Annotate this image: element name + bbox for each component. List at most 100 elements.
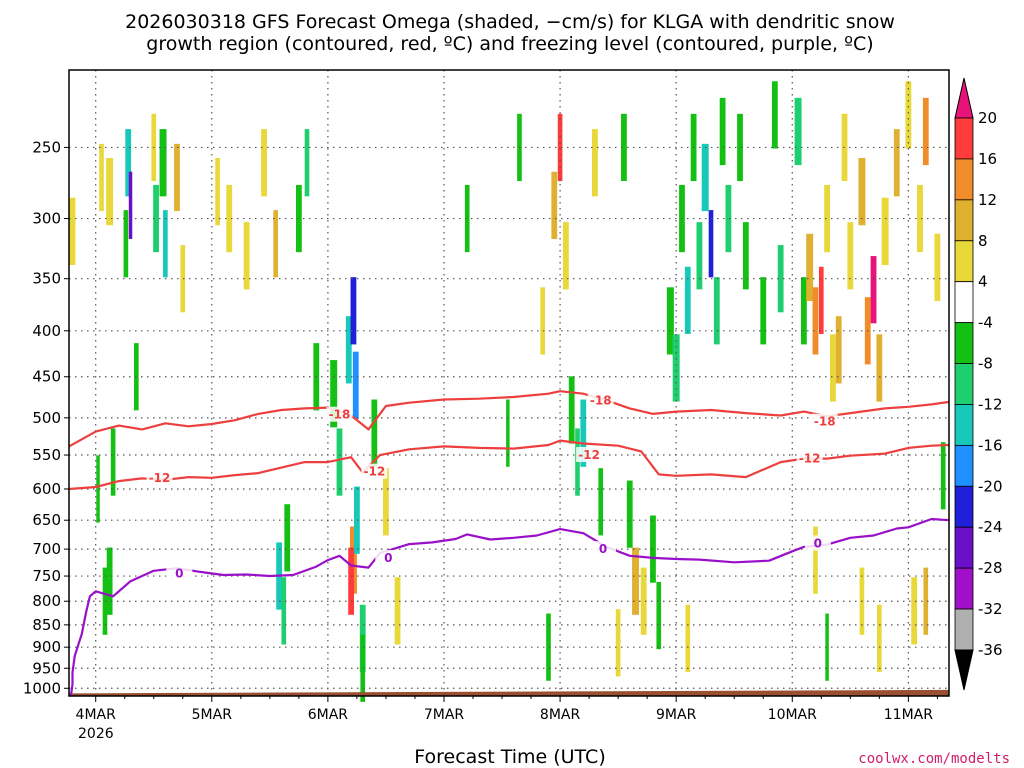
- contour-label-bg: [576, 447, 603, 463]
- omega-cell: [153, 184, 159, 253]
- omega-cell: [506, 399, 510, 467]
- omega-cell: [877, 604, 882, 673]
- omega-cell: [304, 129, 310, 197]
- omega-cell: [464, 184, 470, 253]
- contour-label-bg: [811, 413, 838, 429]
- omega-cell: [825, 613, 829, 681]
- omega-cell: [893, 129, 900, 197]
- omega-cell: [125, 129, 132, 197]
- contour-label-bg: [326, 406, 353, 422]
- omega-cell: [106, 158, 114, 226]
- colorbar-box: [954, 485, 974, 528]
- omega-cell: [818, 266, 824, 334]
- omega-cell: [656, 581, 662, 650]
- omega-cell: [640, 567, 647, 635]
- omega-cell: [800, 277, 807, 345]
- omega-cell: [813, 526, 818, 594]
- omega-cell: [708, 210, 714, 278]
- omega-cell: [934, 233, 941, 302]
- y-tick-label: 250: [32, 138, 61, 156]
- omega-cell: [940, 442, 946, 510]
- omega-cell: [626, 480, 633, 548]
- omega-cell: [841, 113, 848, 182]
- omega-cell: [273, 210, 278, 278]
- omega-cell: [546, 613, 551, 681]
- y-axis: 250 300 350 400 450 500 550 600 650 700 750 800 850 9…: [23, 138, 69, 697]
- contour-label: -12: [149, 471, 171, 485]
- y-tick-label: 550: [32, 446, 61, 464]
- colorbar-tick-label: 4: [978, 273, 988, 291]
- omega-cell: [123, 210, 129, 278]
- contour-label-bg: [361, 463, 388, 479]
- x-tick-label: 11MAR: [884, 707, 933, 723]
- colorbar-tick-label: -12: [978, 395, 1003, 413]
- contour-label-bg: [804, 535, 831, 551]
- omega-cell: [102, 567, 108, 635]
- plot-area: -18 -18 -18 -12 -12 -12 -12 0 0 0 0: [68, 69, 950, 702]
- colorbar-box: [954, 567, 974, 610]
- omega-cell: [858, 158, 866, 226]
- omega-cell: [725, 184, 732, 253]
- x-axis: 4MAR 5MAR 6MAR 7MAR 8MAR 9MAR 10MAR 11MAR: [76, 696, 938, 723]
- colorbar-tick-label: -20: [978, 477, 1003, 495]
- contour-label-bg: [796, 450, 823, 466]
- contour-label: -18: [329, 408, 351, 422]
- contour-label: 0: [175, 566, 183, 580]
- omega-cell: [371, 399, 378, 467]
- x-tick-label: 8MAR: [540, 707, 581, 723]
- contour-label-bg: [587, 392, 614, 408]
- colorbar-tick-label: -32: [978, 600, 1003, 618]
- omega-cell: [719, 97, 726, 166]
- omega-cell: [261, 129, 267, 197]
- colorbar-box: [954, 363, 974, 405]
- x-axis-title: Forecast Time (UTC): [414, 746, 605, 768]
- y-tick-label: 850: [32, 616, 61, 634]
- omega-cell: [881, 197, 889, 265]
- omega-cell: [174, 143, 180, 212]
- omega-cell: [350, 277, 357, 345]
- omega-cell: [771, 81, 778, 149]
- omega-cell: [180, 245, 186, 313]
- omega-cell: [568, 376, 575, 444]
- omega-cell: [672, 334, 680, 402]
- colorbar-box: [954, 240, 974, 283]
- contour-line: [68, 390, 950, 448]
- colorbar-box: [954, 444, 974, 487]
- omega-cell: [360, 634, 366, 702]
- contour-label: -18: [590, 393, 612, 407]
- plot-frame: [68, 69, 950, 697]
- omega-cell: [394, 577, 401, 645]
- terrain-polygon: [69, 689, 949, 696]
- omega-cell: [159, 129, 167, 197]
- colorbar-tick-label: 16: [978, 150, 997, 168]
- colorbar-tick-label: 20: [978, 109, 997, 127]
- omega-cell: [562, 222, 569, 290]
- omega-cell: [870, 256, 877, 324]
- omega-cell: [760, 277, 767, 345]
- colorbar-box: [954, 608, 974, 651]
- y-tick-label: 750: [32, 567, 61, 585]
- terrain-fill: [69, 689, 949, 696]
- y-tick-label: 300: [32, 210, 61, 228]
- omega-cell: [923, 567, 929, 635]
- omega-cell: [330, 360, 338, 428]
- omega-cell: [684, 266, 691, 334]
- contour-label: 0: [814, 537, 822, 551]
- colorbar-bottom-triangle: [954, 649, 974, 691]
- omega-cell: [295, 184, 302, 253]
- omega-cell: [243, 222, 250, 290]
- omega-cell: [830, 334, 836, 402]
- colorbar-tick-label: 8: [978, 232, 988, 250]
- omega-cell: [575, 428, 580, 496]
- omega-cell: [621, 113, 627, 182]
- x-tick-label: 10MAR: [768, 707, 817, 723]
- omega-cell: [632, 547, 640, 615]
- contour-label-bg: [590, 541, 617, 557]
- omega-cell: [110, 428, 116, 496]
- omega-cell: [876, 334, 883, 402]
- contour-label: -18: [814, 415, 836, 429]
- omega-cell: [696, 222, 703, 290]
- colorbar-tick-label: 12: [978, 191, 997, 209]
- omega-cell: [163, 210, 168, 278]
- omega-cell: [284, 504, 291, 572]
